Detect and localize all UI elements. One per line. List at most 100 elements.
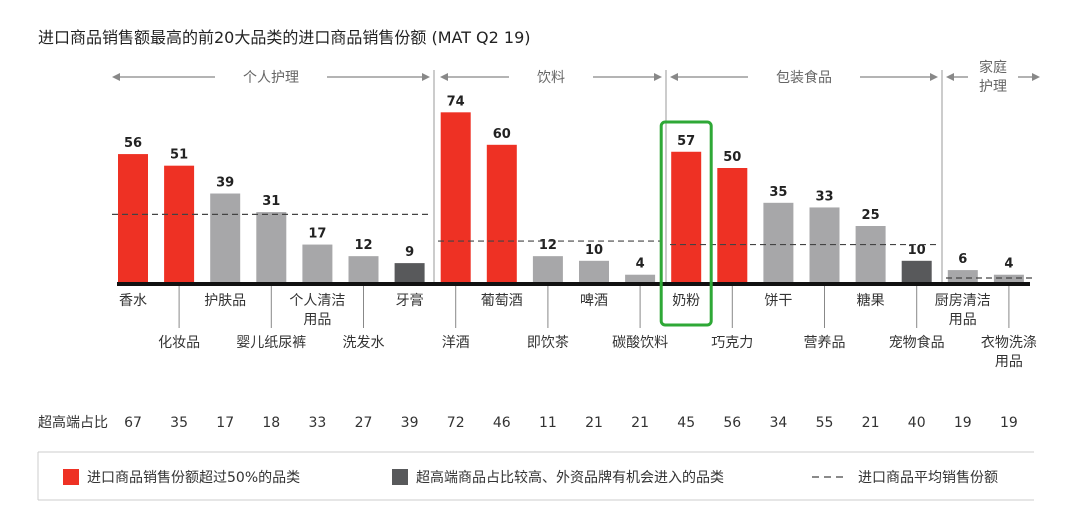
category-label: 洗发水 — [343, 335, 385, 351]
legend-swatch-red — [63, 469, 79, 485]
data-label: 50 — [723, 150, 741, 165]
category-label: 营养品 — [804, 335, 846, 351]
bar-碳酸饮料 — [625, 274, 656, 284]
ratio-value: 45 — [677, 415, 695, 431]
data-label: 74 — [447, 94, 465, 109]
ratio-value: 35 — [170, 415, 188, 431]
bar-衣物洗涤用品 — [993, 274, 1024, 284]
category-label: 婴儿纸尿裤 — [236, 335, 306, 351]
data-label: 25 — [862, 208, 880, 223]
data-label: 10 — [908, 243, 926, 258]
highlight-box — [659, 120, 713, 327]
bar-即饮茶 — [532, 256, 563, 284]
category-label: 衣物洗涤 — [981, 335, 1037, 351]
category-label: 葡萄酒 — [481, 293, 523, 309]
legend-label: 进口商品销售份额超过50%的品类 — [87, 470, 300, 486]
arrow-left-icon — [440, 73, 448, 81]
bar-个人清洁用品 — [302, 244, 333, 284]
legend-label: 进口商品平均销售份额 — [858, 470, 998, 486]
category-label: 洋酒 — [442, 335, 470, 351]
bar-牙膏 — [394, 263, 425, 284]
data-label: 56 — [124, 136, 142, 151]
bar-饼干 — [763, 202, 794, 284]
ratio-value: 11 — [539, 415, 557, 431]
data-label: 39 — [216, 176, 234, 191]
data-label: 17 — [308, 227, 326, 242]
category-label: 化妆品 — [158, 335, 200, 351]
category-label: 奶粉 — [672, 293, 700, 309]
category-label: 护肤品 — [204, 293, 246, 309]
bar-护肤品 — [210, 193, 241, 284]
arrow-right-icon — [654, 73, 662, 81]
category-label: 啤酒 — [580, 293, 608, 309]
bar-香水 — [118, 154, 148, 284]
category-label: 厨房清洁 — [935, 293, 991, 309]
data-label: 57 — [677, 134, 695, 149]
data-label: 31 — [262, 194, 280, 209]
category-label: 碳酸饮料 — [612, 335, 668, 351]
bar-婴儿纸尿裤 — [256, 212, 287, 284]
group-label-home-care: 家庭护理 — [979, 60, 1007, 95]
data-label: 9 — [405, 245, 414, 260]
legend-label: 超高端商品占比较高、外资品牌有机会进入的品类 — [416, 469, 724, 486]
ratio-value: 72 — [447, 415, 465, 431]
category-label: 巧克力 — [711, 335, 753, 351]
chart-title: 进口商品销售额最高的前20大品类的进口商品销售份额 (MAT Q2 19) — [38, 28, 531, 47]
category-label: 用品 — [303, 312, 331, 328]
ratio-value: 34 — [769, 415, 787, 431]
category-label: 牙膏 — [396, 292, 424, 309]
ratio-value: 21 — [585, 415, 603, 431]
bar-啤酒 — [579, 260, 609, 284]
data-label: 33 — [815, 189, 833, 204]
category-label: 宠物食品 — [889, 334, 945, 351]
data-label: 4 — [1004, 257, 1013, 272]
ratio-value: 39 — [401, 415, 419, 431]
category-label: 用品 — [995, 354, 1023, 370]
category-label: 糖果 — [857, 293, 885, 309]
ratio-value: 67 — [124, 415, 142, 431]
arrow-left-icon — [946, 73, 954, 81]
data-label: 35 — [769, 185, 787, 200]
bar-奶粉 — [671, 151, 702, 284]
ratio-value: 55 — [816, 415, 834, 431]
ratio-value: 18 — [262, 415, 280, 431]
ratio-row-label: 超高端占比 — [38, 414, 108, 431]
ratio-value: 33 — [308, 415, 326, 431]
bar-洋酒 — [440, 112, 471, 284]
bar-洗发水 — [348, 256, 379, 284]
data-label: 12 — [539, 238, 557, 253]
data-label: 60 — [493, 127, 511, 142]
arrow-right-icon — [422, 73, 430, 81]
group-label: 包装食品 — [776, 69, 832, 86]
bar-营养品 — [809, 207, 840, 284]
arrow-left-icon — [112, 73, 120, 81]
ratio-value: 27 — [355, 415, 373, 431]
ratio-value: 21 — [631, 415, 649, 431]
ratio-value: 40 — [908, 415, 926, 431]
ratio-value: 46 — [493, 415, 511, 431]
category-label: 饼干 — [764, 293, 792, 309]
ratio-value: 17 — [216, 415, 234, 431]
bar-厨房清洁用品 — [947, 270, 978, 284]
bar-巧克力 — [717, 168, 748, 284]
legend-swatch-dark — [392, 469, 408, 485]
category-label: 即饮茶 — [527, 335, 569, 351]
arrow-right-icon — [930, 73, 938, 81]
ratio-value: 19 — [954, 415, 972, 431]
category-label: 个人清洁 — [289, 293, 345, 309]
data-label: 12 — [354, 238, 372, 253]
bar-糖果 — [855, 226, 886, 284]
bar-化妆品 — [164, 165, 195, 284]
data-label: 6 — [958, 252, 967, 267]
category-label: 香水 — [119, 293, 147, 309]
ratio-value: 56 — [723, 415, 741, 431]
bar-宠物食品 — [901, 260, 932, 284]
data-label: 10 — [585, 243, 603, 258]
arrow-right-icon — [1032, 73, 1040, 81]
ratio-value: 21 — [862, 415, 880, 431]
bar-葡萄酒 — [486, 144, 517, 284]
category-label: 用品 — [949, 312, 977, 328]
group-label: 个人护理 — [243, 70, 299, 86]
